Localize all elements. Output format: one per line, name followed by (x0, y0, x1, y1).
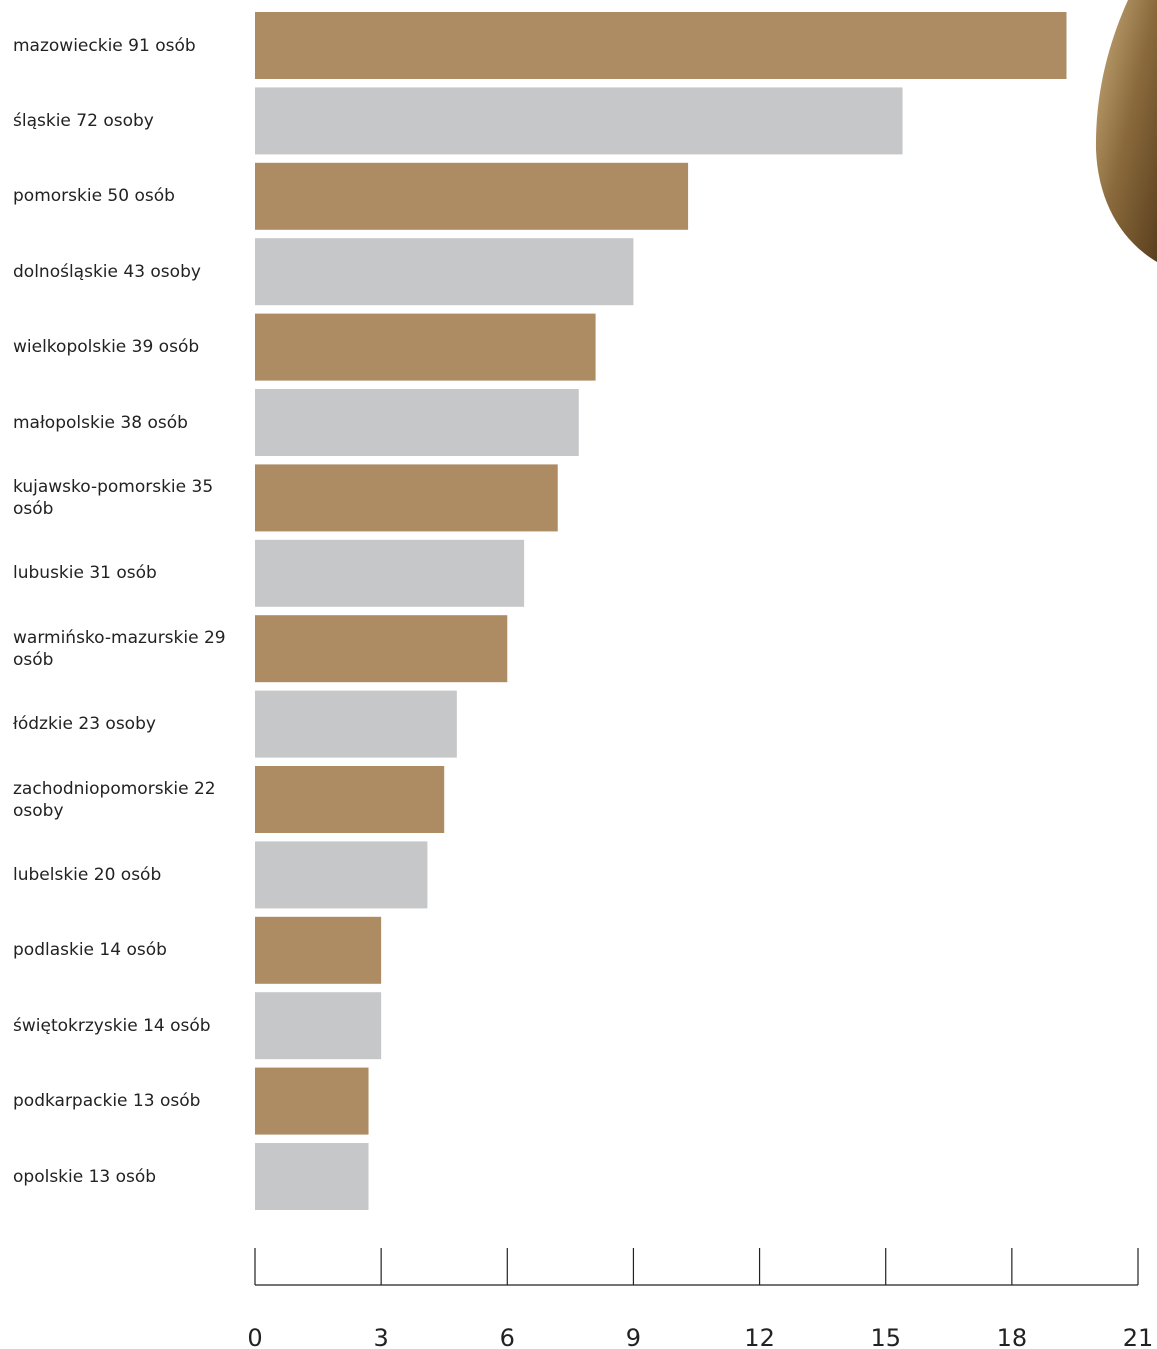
bar (255, 12, 1067, 79)
decoration (1095, 0, 1157, 262)
bar (255, 916, 382, 984)
bar (255, 841, 428, 909)
bar (255, 539, 525, 607)
y-tick-label: podkarpackie 13 osób (13, 1091, 201, 1112)
y-tick-label: wielkopolskie 39 osób (13, 337, 200, 358)
bar (255, 992, 382, 1060)
x-tick-label: 12 (744, 1324, 775, 1349)
x-tick-label: 15 (870, 1324, 901, 1349)
x-tick-label: 6 (500, 1324, 515, 1349)
bar (255, 464, 558, 532)
x-tick-label: 18 (997, 1324, 1028, 1349)
bar (255, 162, 689, 230)
x-tick-label: 9 (626, 1324, 641, 1349)
y-tick-label: dolnośląskie 43 osoby (13, 261, 201, 282)
bar (255, 389, 579, 456)
x-tick-label: 3 (374, 1324, 389, 1349)
y-tick-label: podlaskie 14 osób (13, 940, 167, 961)
bar (255, 313, 596, 381)
y-tick-label: pomorskie 50 osób (13, 186, 175, 207)
y-tick-label: łódzkie 23 osoby (13, 714, 156, 735)
bar (255, 615, 508, 683)
y-tick-label: świętokrzyskie 14 osób (13, 1015, 211, 1036)
bar (255, 1067, 369, 1135)
x-tick-label: 0 (247, 1324, 262, 1349)
bar (255, 87, 903, 155)
y-tick-label: opolskie 13 osób (13, 1166, 157, 1187)
y-tick-label: lubuskie 31 osób (13, 563, 157, 584)
y-tick-label: lubelskie 20 osób (13, 864, 162, 885)
y-tick-label: mazowieckie 91 osób (13, 35, 196, 56)
x-tick-label: 21 (1123, 1324, 1154, 1349)
bar (255, 1143, 369, 1210)
bar (255, 690, 457, 758)
bar (255, 238, 634, 306)
y-tick-label: śląskie 72 osoby (13, 110, 154, 131)
y-tick-label: warmińsko-mazurskie 29 osób (13, 627, 226, 670)
bar (255, 766, 445, 833)
y-tick-label: kujawsko-pomorskie 35 osób (13, 476, 214, 519)
y-tick-label: małopolskie 38 osób (13, 412, 188, 433)
y-tick-label: zachodniopomorskie 22 osoby (13, 778, 216, 821)
